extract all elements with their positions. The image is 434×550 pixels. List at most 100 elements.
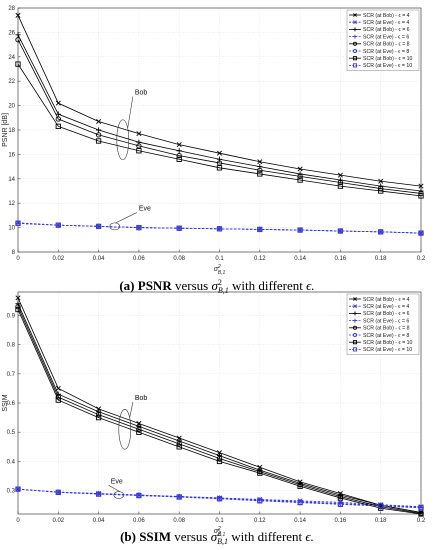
legend-label: SCR (at Eve) - ϵ = 4 [363, 304, 409, 310]
annotation-label: Eve [111, 478, 123, 485]
y-axis-label: SSIM [2, 394, 9, 411]
chart-panel-a: 0 0.02 0.04 0.06 0.08 0.1 0.12 0.14 0.16 0.18 0.2 8… [2, 6, 426, 295]
series-point [55, 397, 61, 403]
legend-label: SCR (at Eve) - ϵ = 8 [363, 49, 409, 55]
series-point [297, 499, 303, 506]
annotation-ellipse [113, 491, 125, 499]
legend-entry: SCR (at Eve) - ϵ = 8 [349, 333, 409, 339]
legend-entry: SCR (at Bob) - ϵ = 4 [349, 13, 410, 19]
x-tick-label: 0.16 [335, 518, 347, 524]
series-point [297, 483, 303, 489]
series-point [216, 455, 223, 462]
series-point [95, 223, 102, 230]
series-point [337, 179, 344, 186]
series-point [216, 160, 223, 166]
series-point [216, 450, 223, 456]
legend-label: SCR (at Bob) - ϵ = 6 [363, 27, 410, 33]
series-point [337, 183, 344, 189]
legend-marker [352, 63, 358, 68]
series-point [95, 132, 102, 138]
y-tick-label: 0.7 [7, 372, 16, 378]
series-point [418, 505, 424, 511]
y-tick-label: 16 [8, 152, 15, 158]
y-tick-label: 24 [8, 55, 15, 61]
legend-label: SCR (at Bob) - ϵ = 4 [363, 13, 410, 19]
series-point [418, 183, 424, 189]
legend-marker [353, 318, 357, 323]
legend-label: SCR (at Bob) - ϵ = 8 [363, 42, 410, 48]
series-point [15, 306, 21, 313]
series-point [176, 444, 182, 450]
x-tick-label: 0.14 [294, 256, 306, 262]
chart-panel-b: 0 0.02 0.04 0.06 0.08 0.1 0.12 0.14 0.16 0.18 0.2 0… [2, 291, 426, 546]
series-point [95, 412, 102, 418]
series-point [257, 464, 263, 470]
series-point [176, 156, 182, 162]
series-line-bob-4 [17, 39, 422, 194]
x-tick-label: 0.06 [133, 518, 145, 524]
series-point [55, 100, 61, 106]
legend-entry: SCR (at Eve) - ϵ = 4 [349, 304, 409, 310]
legend-box [346, 293, 420, 355]
annotation-pointer [115, 212, 138, 224]
annotation-label: Eve [139, 206, 151, 213]
series-point [15, 303, 21, 310]
legend-marker [353, 34, 357, 39]
y-axis-label: PSNR [dB] [2, 113, 9, 147]
series-group [15, 12, 424, 236]
series-point [176, 438, 182, 444]
x-tick-label: 0.1 [215, 256, 224, 262]
x-tick-label: 0.18 [375, 256, 387, 262]
legend-marker [352, 56, 358, 61]
series-point [95, 491, 102, 497]
x-tick-label: 0.18 [375, 518, 387, 524]
x-axis-label: σ2 B,1 [214, 264, 226, 276]
series-line-bob-4 [17, 306, 422, 514]
legend-entry: SCR (at Eve) - ϵ = 6 [349, 318, 409, 324]
series-point [95, 414, 102, 421]
series-point [55, 111, 61, 117]
y-tick-label: 26 [8, 30, 15, 36]
series-point [136, 492, 142, 499]
series-point [418, 511, 424, 517]
legend-entry: SCR (at Eve) - ϵ = 10 [349, 347, 412, 353]
series-point [257, 226, 263, 233]
y-tick-label: 20 [8, 104, 15, 110]
annotation-label: Bob [135, 90, 148, 97]
x-tick-label: 0.06 [133, 256, 145, 262]
legend-entry: SCR (at Bob) - ϵ = 10 [349, 56, 413, 62]
series-point [15, 220, 21, 226]
series-point [216, 165, 223, 171]
series-point [216, 496, 223, 502]
x-tick-label: 0.04 [93, 518, 105, 524]
legend-label: SCR (at Eve) - ϵ = 8 [363, 333, 409, 339]
y-tick-label: 8 [12, 250, 16, 256]
series-point [176, 494, 182, 500]
series-point [216, 458, 223, 465]
series-point [55, 123, 61, 129]
series-point [378, 188, 384, 194]
x-tick-label: 0.02 [52, 518, 64, 524]
legend-marker [353, 297, 357, 301]
annotation-bob: Bob [118, 395, 147, 450]
series-point [216, 150, 223, 156]
series-point [176, 148, 182, 154]
series-point [55, 385, 61, 391]
series-point [136, 224, 142, 231]
x-axis-label: σ2 B,1 [214, 526, 226, 538]
series-point [297, 173, 303, 180]
legend-label: SCR (at Bob) - ϵ = 8 [363, 326, 410, 332]
x-tick-label: 0.2 [417, 518, 426, 524]
legend-entry: SCR (at Eve) - ϵ = 4 [349, 20, 409, 26]
series-point [55, 116, 61, 122]
legend-entry: SCR (at Bob) - ϵ = 8 [349, 42, 410, 48]
y-tick-label: 0.4 [7, 459, 16, 465]
x-tick-label: 0.16 [335, 256, 347, 262]
series-point [176, 152, 182, 159]
series-point [15, 32, 21, 38]
series-point [15, 12, 21, 18]
y-tick-label: 22 [8, 79, 15, 85]
legend-entry: SCR (at Eve) - ϵ = 8 [349, 49, 409, 55]
